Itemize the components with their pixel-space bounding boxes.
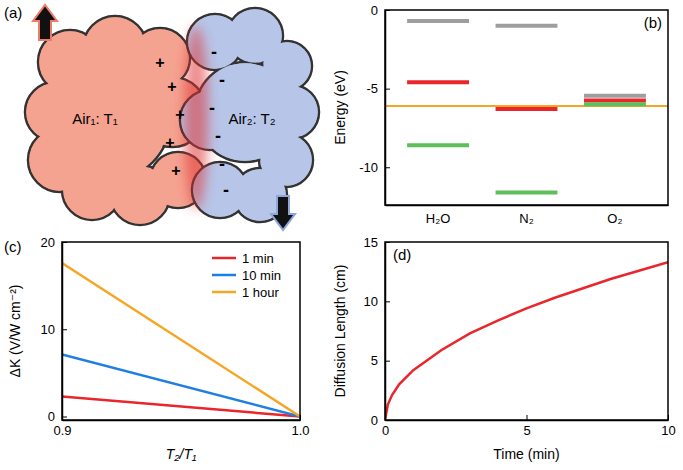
tick: -5 [366, 81, 390, 96]
plot-frame [385, 10, 668, 205]
legend: 1 min 10 min 1 hour [212, 251, 281, 300]
arrow-up [33, 5, 57, 40]
plot-area [385, 21, 668, 192]
legend-swatch [212, 274, 236, 277]
tick: N₂ [519, 205, 533, 226]
tick-label: 0 [48, 409, 55, 424]
data-line [62, 263, 300, 417]
charge-positive: + [171, 162, 180, 179]
tick: 5 [523, 415, 530, 438]
data-line [62, 355, 300, 417]
panel-label: (c) [4, 238, 22, 255]
charge-positive: + [165, 134, 174, 151]
plot-area [62, 263, 300, 417]
x-axis-title: Time (min) [493, 446, 559, 462]
tick-label: H₂O [426, 211, 451, 226]
tick: O₂ [607, 205, 622, 226]
charge-negative: - [215, 126, 221, 146]
plot-frame [385, 242, 668, 420]
tick-label: 10 [41, 322, 55, 337]
axis: 0 10 20 [41, 235, 67, 425]
charge-negative: - [219, 70, 225, 90]
tick-label: 15 [364, 235, 378, 250]
energy-level [407, 80, 469, 84]
tick-label: 0 [371, 413, 378, 428]
energy-level [496, 107, 558, 111]
tick-label: 10 [364, 294, 378, 309]
tick-label: 5 [371, 353, 378, 368]
y-axis-title: ΔK (V/W cm⁻²) [7, 285, 23, 378]
charge-positive: + [155, 54, 164, 71]
cloud-label: Air₂: T₂ [228, 110, 275, 127]
energy-level [496, 24, 558, 28]
cloud-right [180, 8, 319, 222]
charge-negative: - [223, 180, 229, 200]
tick-label: O₂ [607, 211, 622, 226]
tick-label: N₂ [519, 211, 533, 226]
diagram: +++++------Air₁: T₁Air₂: T₂(a) [4, 4, 319, 230]
panel-label: (d) [393, 246, 411, 263]
charge-negative: - [209, 98, 215, 118]
panel-label: (a) [4, 4, 22, 21]
tick-label: 10 [661, 423, 675, 438]
axis: 0 5 10 15 [364, 235, 390, 428]
tick: 0 [48, 409, 67, 424]
legend-label: 1 hour [242, 285, 280, 300]
figure: +++++------Air₁: T₁Air₂: T₂(a)H₂ON₂O₂0-5… [0, 0, 683, 470]
tick: 10 [364, 294, 390, 309]
energy-level [584, 102, 646, 106]
tick-label: 0.9 [53, 423, 71, 438]
cloud-label: Air₁: T₁ [72, 110, 118, 127]
legend-label: 1 min [242, 251, 274, 266]
tick-label: -5 [366, 81, 378, 96]
tick: H₂O [426, 205, 451, 226]
tick-label: 1.0 [291, 423, 309, 438]
legend-swatch [212, 291, 236, 294]
energy-level [407, 143, 469, 147]
panel-label: (b) [644, 14, 662, 31]
tick-label: 0 [382, 423, 389, 438]
axis: H₂O N₂ O₂ [386, 205, 669, 226]
y-axis-title: Energy (eV) [332, 70, 348, 145]
panel: 0.9 1.0 T₂/T₁ 1 min 10 min 1 hour 0 10 20 ΔK (V/W… [4, 235, 310, 462]
plot-area [385, 262, 668, 420]
tick-label: 20 [41, 235, 55, 250]
cloud-left [25, 16, 207, 225]
tick-label: -10 [359, 160, 378, 175]
panel: 0 5 10 Time (min) 0 5 10 15 Diffusion Length (cm… [332, 235, 676, 462]
reference-line [385, 105, 668, 107]
tick: 10 [41, 322, 67, 337]
axis: 0.9 1.0 [53, 415, 309, 438]
charge-negative: - [219, 154, 225, 174]
energy-level [584, 98, 646, 102]
tick-label: 0 [371, 3, 378, 18]
energy-level [496, 190, 558, 194]
energy-level [584, 94, 646, 98]
y-axis-title: Diffusion Length (cm) [332, 265, 348, 398]
legend-swatch [212, 257, 236, 260]
arrow-down [271, 196, 295, 230]
panel: H₂O N₂ O₂ 0 -5 -10 Energy (eV) (b) [332, 3, 669, 227]
tick: 5 [371, 353, 390, 368]
axis: 0 5 10 [382, 415, 676, 438]
energy-level [407, 19, 469, 23]
x-axis-title: T₂/T₁ [166, 446, 197, 462]
interface-glow [184, 26, 208, 210]
plot-frame [62, 242, 300, 420]
tick-label: 5 [523, 423, 530, 438]
legend-label: 10 min [242, 268, 281, 283]
charge-positive: + [167, 78, 176, 95]
charge-positive: + [175, 106, 184, 123]
charge-negative: - [211, 42, 217, 62]
data-line [385, 262, 668, 420]
